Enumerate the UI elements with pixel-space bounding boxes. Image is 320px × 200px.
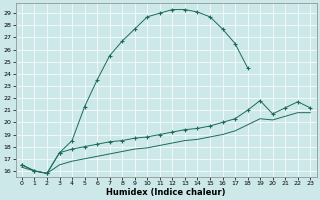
X-axis label: Humidex (Indice chaleur): Humidex (Indice chaleur) [106,188,226,197]
